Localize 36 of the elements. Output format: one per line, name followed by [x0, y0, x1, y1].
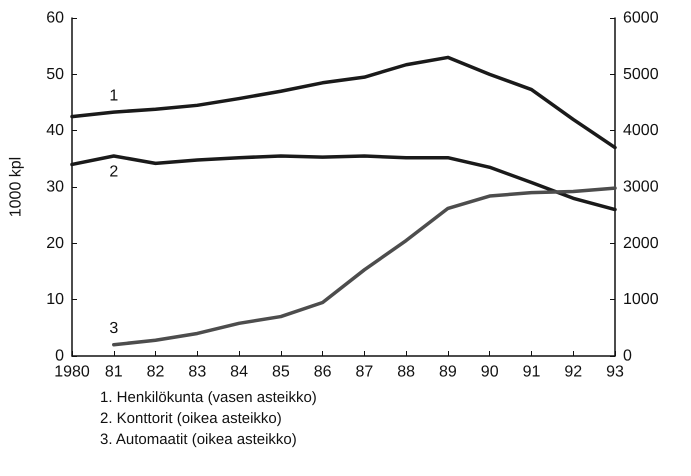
- y-tick-label: 30: [46, 178, 64, 196]
- x-tick-label: 86: [314, 364, 332, 380]
- text: 1. Henkilökunta (vasen asteikko): [100, 389, 317, 406]
- x-tick-label: 90: [480, 364, 499, 380]
- y2-tick-label: 1000: [623, 291, 659, 308]
- x-tick-label: 83: [188, 364, 206, 380]
- x-tick-label: 91: [522, 364, 540, 380]
- y2-tick-label: 6000: [623, 10, 659, 26]
- x-tick-label: 87: [355, 364, 374, 380]
- line-series: [112, 186, 617, 346]
- x-tick-label: 88: [397, 364, 416, 380]
- y2-tick-label: 5000: [623, 66, 659, 83]
- y-tick-label: 20: [46, 234, 64, 252]
- y-tick-label: 40: [46, 122, 64, 140]
- x-tick-label: 84: [230, 364, 248, 380]
- y2-tick-label: 0: [623, 348, 632, 364]
- y2-tick-label: 3000: [623, 178, 659, 196]
- x-tick-label: 82: [146, 364, 165, 380]
- x-tick-label: 85: [272, 364, 290, 380]
- y-tick-label: 50: [46, 66, 64, 83]
- text: 2. Konttorit (oikea asteikko): [100, 410, 282, 427]
- y-tick-label: 10: [46, 291, 64, 308]
- x-tick-label: 81: [104, 364, 123, 380]
- y-tick-label: 60: [46, 10, 64, 26]
- x-tick-label: 93: [606, 364, 624, 380]
- y-axis-title: 1000 kpl: [8, 156, 24, 218]
- text: 3. Automaatit (oikea asteikko): [100, 431, 297, 448]
- y-tick-label: 0: [55, 348, 64, 364]
- y2-tick-label: 4000: [623, 122, 659, 140]
- x-tick-label: 1980: [54, 364, 90, 380]
- y2-tick-label: 2000: [623, 234, 659, 252]
- x-tick-label: 92: [564, 364, 582, 380]
- series-label: 1: [109, 88, 118, 105]
- series-label: 2: [109, 164, 118, 181]
- series-label: 3: [109, 320, 118, 338]
- x-tick-label: 89: [439, 364, 457, 380]
